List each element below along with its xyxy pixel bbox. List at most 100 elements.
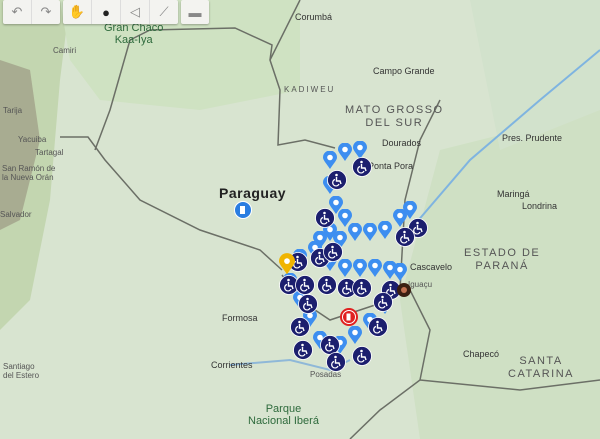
label-cascavel: Cascavelo bbox=[410, 262, 453, 272]
label-san-ramon-line1: San Ramón de bbox=[2, 164, 56, 173]
accessible-place-marker[interactable] bbox=[320, 335, 340, 360]
label-gran-chaco-line1: Gran Chaco bbox=[104, 22, 164, 34]
accessible-place-marker[interactable] bbox=[373, 292, 393, 317]
map-pin-icon bbox=[313, 230, 327, 249]
label-mato-grosso-do-sul: MATO GROSSO DEL SUR bbox=[345, 104, 444, 130]
location-pin[interactable] bbox=[313, 230, 327, 254]
location-pin[interactable] bbox=[393, 208, 407, 232]
accessible-icon bbox=[373, 292, 393, 312]
label-yacuiba: Yacuiba bbox=[18, 135, 47, 144]
accessible-place-marker[interactable] bbox=[298, 294, 318, 319]
draw-polygon-button[interactable]: ◁ bbox=[121, 0, 150, 24]
map-pin-icon bbox=[329, 195, 343, 214]
label-estado-de: ESTADO DE bbox=[464, 247, 541, 259]
location-pin[interactable] bbox=[353, 140, 367, 164]
accessible-place-marker[interactable] bbox=[326, 352, 346, 377]
accessible-icon bbox=[295, 275, 315, 295]
map-pin-icon bbox=[323, 150, 337, 169]
accessible-icon bbox=[298, 294, 318, 314]
measure-ruler-button[interactable]: ▬ bbox=[181, 0, 209, 24]
accessible-icon bbox=[293, 340, 313, 360]
gas-station-icon bbox=[234, 201, 252, 219]
label-maringa: Maringá bbox=[497, 189, 530, 199]
label-formosa: Formosa bbox=[222, 313, 258, 323]
location-pin[interactable] bbox=[393, 262, 407, 286]
label-dourados: Dourados bbox=[382, 138, 422, 148]
location-pin[interactable] bbox=[333, 230, 347, 254]
location-pin[interactable] bbox=[338, 208, 352, 232]
accessible-icon bbox=[317, 275, 337, 295]
accessible-place-marker[interactable] bbox=[290, 317, 310, 342]
label-santiago: Santiago bbox=[3, 362, 35, 371]
location-pin[interactable] bbox=[368, 258, 382, 282]
label-parana: PARANÁ bbox=[475, 260, 529, 272]
location-pin[interactable] bbox=[323, 150, 337, 174]
label-parque-ibera: Parque Nacional Iberá bbox=[248, 403, 319, 427]
accessible-place-marker[interactable] bbox=[352, 157, 372, 182]
accessible-place-marker[interactable] bbox=[295, 275, 315, 300]
add-marker-icon: ● bbox=[102, 4, 110, 20]
map-pin-icon bbox=[368, 258, 382, 277]
map-pin-icon bbox=[338, 142, 352, 161]
map-pin-icon bbox=[393, 208, 407, 227]
map-pin-icon bbox=[333, 230, 347, 249]
map-pin-icon bbox=[378, 220, 392, 239]
map-pin-icon bbox=[338, 258, 352, 277]
label-mato-grosso: MATO GROSSO bbox=[345, 104, 444, 116]
hand-pan-button[interactable]: ✋ bbox=[63, 0, 92, 24]
label-gran-chaco: Gran Chaco Kaa-Iya bbox=[104, 22, 163, 46]
label-chapeco: Chapecó bbox=[463, 349, 500, 359]
label-iguacu: Iguaçu bbox=[408, 280, 433, 289]
accessible-icon bbox=[352, 157, 372, 177]
accessible-place-marker[interactable] bbox=[368, 317, 388, 342]
place-marker-icon bbox=[397, 283, 411, 297]
location-pin[interactable] bbox=[383, 260, 397, 284]
location-pin[interactable] bbox=[348, 222, 362, 246]
label-parque: Parque bbox=[265, 403, 302, 415]
label-catarina: CATARINA bbox=[508, 368, 574, 380]
accessible-place-marker[interactable] bbox=[327, 170, 347, 195]
label-nueva-oran: la Nueva Orán bbox=[2, 173, 54, 182]
accessible-place-marker[interactable] bbox=[323, 242, 343, 267]
selected-pin[interactable] bbox=[279, 253, 295, 280]
label-tarija: Tarija bbox=[3, 106, 23, 115]
accessible-place-marker[interactable] bbox=[315, 208, 335, 233]
location-pin[interactable] bbox=[353, 258, 367, 282]
undo-button[interactable]: ↶ bbox=[3, 0, 32, 24]
location-pin[interactable] bbox=[348, 325, 362, 349]
label-kaa-iya: Kaa-Iya bbox=[114, 34, 153, 46]
location-pin[interactable] bbox=[378, 220, 392, 244]
location-pin[interactable] bbox=[403, 200, 417, 224]
accessible-icon bbox=[323, 242, 343, 262]
label-pres-prudente: Pres. Prudente bbox=[502, 133, 563, 143]
draw-line-button[interactable]: ⟋ bbox=[150, 0, 178, 24]
label-do-sul: DEL SUR bbox=[365, 117, 424, 129]
gas-station-icon bbox=[340, 308, 358, 326]
map-pin-icon bbox=[393, 262, 407, 281]
location-pin[interactable] bbox=[313, 330, 327, 354]
accessible-icon bbox=[320, 335, 340, 355]
fuel-station-marker[interactable] bbox=[234, 201, 252, 224]
location-pin[interactable] bbox=[338, 258, 352, 282]
add-marker-button[interactable]: ● bbox=[92, 0, 121, 24]
accessible-icon bbox=[352, 346, 372, 366]
label-del-estero: del Estero bbox=[3, 371, 40, 380]
fuel-station-marker[interactable] bbox=[340, 308, 358, 331]
accessible-place-marker[interactable] bbox=[352, 346, 372, 371]
location-pin[interactable] bbox=[363, 222, 377, 246]
map-pin-icon bbox=[348, 222, 362, 241]
accessible-place-marker[interactable] bbox=[317, 275, 337, 300]
location-pin[interactable] bbox=[338, 142, 352, 166]
map-pin-icon bbox=[353, 140, 367, 159]
accessible-place-marker[interactable] bbox=[293, 340, 313, 365]
accessible-place-marker[interactable] bbox=[395, 227, 415, 252]
accessible-place-marker[interactable] bbox=[352, 278, 372, 303]
redo-button[interactable]: ↷ bbox=[32, 0, 60, 24]
toolbar-group: ▬ bbox=[181, 0, 209, 24]
location-pin[interactable] bbox=[329, 195, 343, 219]
label-campo-grande: Campo Grande bbox=[373, 66, 435, 76]
label-kadiweu: KADIWEU bbox=[284, 85, 336, 94]
undo-icon: ↶ bbox=[11, 4, 23, 19]
place-marker[interactable] bbox=[396, 282, 412, 303]
